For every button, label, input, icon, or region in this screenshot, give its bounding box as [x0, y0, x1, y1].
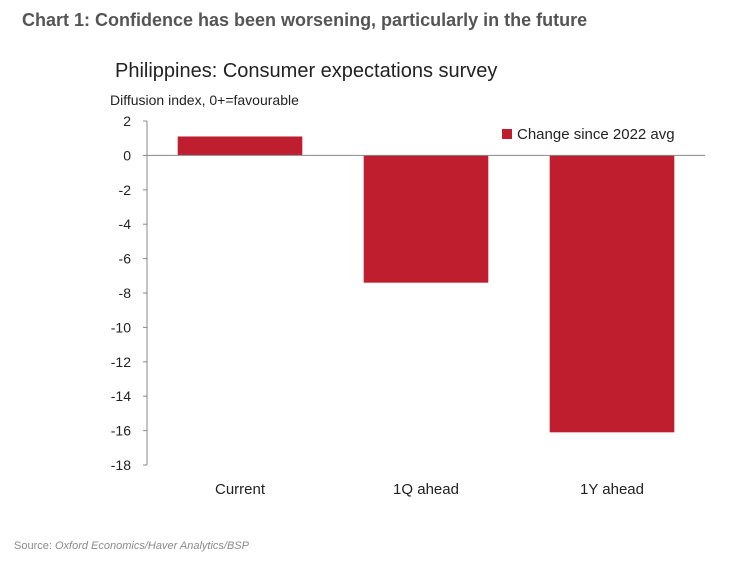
x-tick-label: Current [215, 481, 266, 498]
chart-title: Philippines: Consumer expectations surve… [115, 60, 498, 82]
y-tick-label: -8 [119, 285, 132, 301]
y-tick-label: 2 [123, 113, 131, 129]
y-axis-label: Diffusion index, 0+=favourable [110, 92, 299, 108]
y-tick-label: -4 [119, 216, 132, 232]
y-tick-label: -6 [119, 251, 132, 267]
y-tick-label: -18 [111, 457, 131, 473]
y-tick-label: -2 [119, 182, 132, 198]
source-note: Source: Oxford Economics/Haver Analytics… [14, 540, 249, 552]
bar [177, 136, 303, 156]
x-tick-label: 1Q ahead [393, 481, 459, 498]
legend-swatch [502, 129, 512, 139]
bar [549, 155, 675, 433]
source-text: Oxford Economics/Haver Analytics/BSP [54, 540, 249, 552]
y-axis: 2 0 -2 -4 -6 -8 -10 -12 -14 -16 -18 [111, 113, 148, 473]
y-tick-label: -10 [111, 319, 131, 335]
legend: Change since 2022 avg [502, 126, 675, 143]
y-tick-label: 0 [123, 147, 131, 163]
x-tick-label: 1Y ahead [580, 481, 644, 498]
source-label: Source: [14, 540, 52, 552]
x-axis-labels: Current 1Q ahead 1Y ahead [215, 481, 644, 498]
bar [363, 155, 489, 283]
y-tick-label: -14 [111, 388, 131, 404]
page-heading: Chart 1: Confidence has been worsening, … [22, 10, 588, 30]
legend-label: Change since 2022 avg [517, 126, 675, 143]
bars [177, 136, 675, 433]
y-tick-label: -16 [111, 423, 131, 439]
y-tick-label: -12 [111, 354, 131, 370]
